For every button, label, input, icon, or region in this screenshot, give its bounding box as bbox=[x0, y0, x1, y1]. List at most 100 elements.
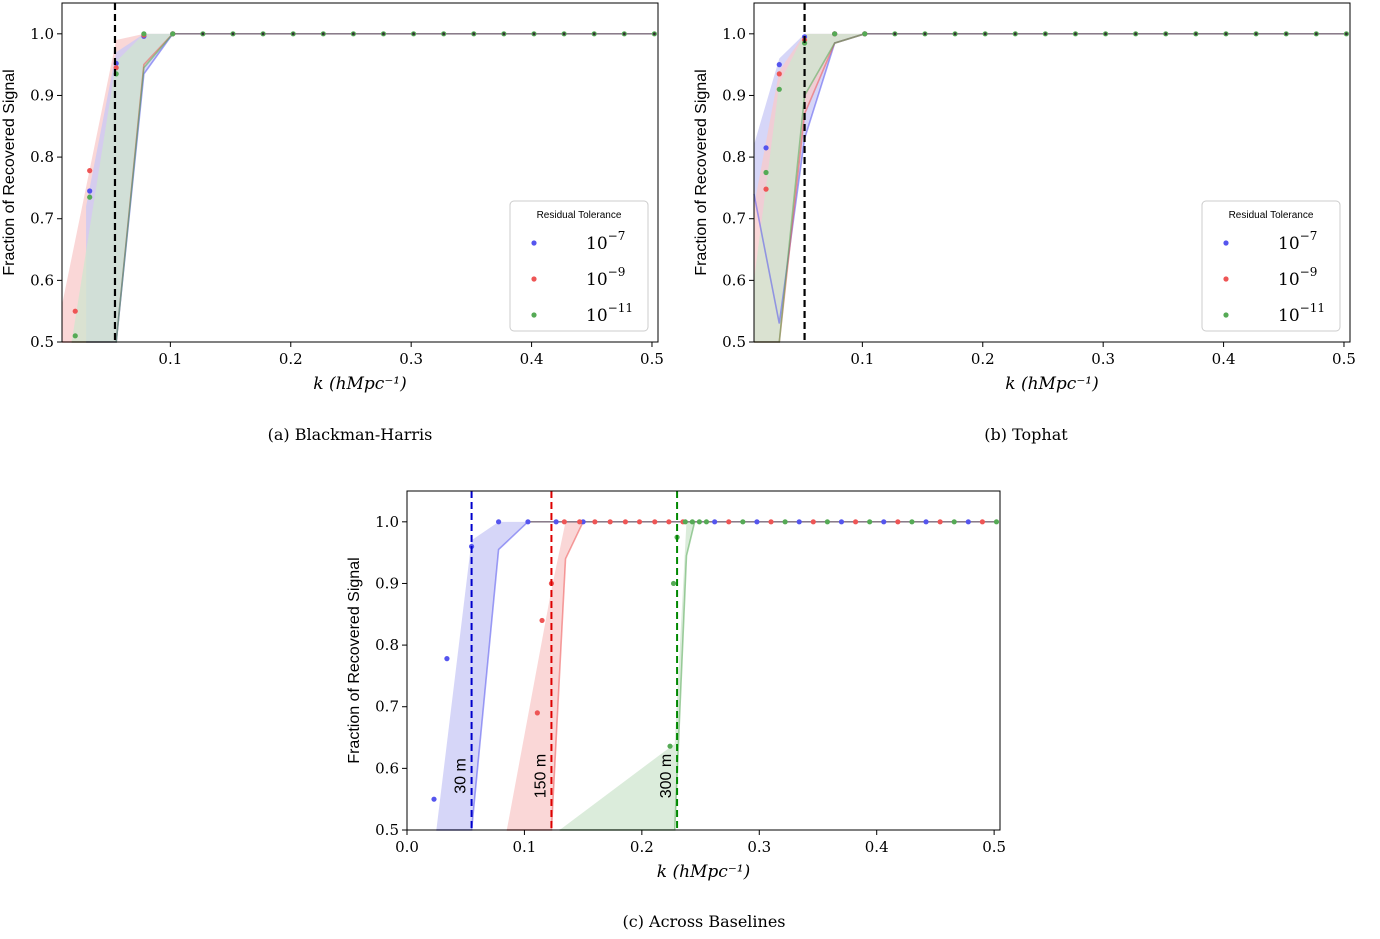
baseline-label: 30 m bbox=[453, 758, 470, 794]
data-point-green bbox=[682, 519, 688, 525]
data-point-blue bbox=[553, 519, 559, 525]
legend-box bbox=[1201, 200, 1341, 332]
data-point-green bbox=[824, 519, 830, 525]
panel-c-x-ticks: 0.0 0.1 0.2 0.3 0.4 0.5 bbox=[395, 830, 1006, 856]
panel-c-across-baselines: 30 m 150 m 300 m 0.0 0.1 0.2 0.3 0.4 0.5 0.5 0.6… bbox=[346, 490, 1006, 931]
y-tick-label: 0.5 bbox=[30, 333, 54, 351]
legend-marker-blue bbox=[1223, 240, 1229, 246]
panel-b-x-label: k (hMpc⁻¹) bbox=[1005, 374, 1099, 394]
data-point-overlap bbox=[953, 32, 957, 36]
y-tick-label: 1.0 bbox=[30, 25, 54, 43]
data-point-green bbox=[763, 169, 769, 176]
data-point-overlap bbox=[622, 32, 626, 36]
data-point-red bbox=[534, 710, 540, 716]
baseline-label: 300 m bbox=[658, 754, 675, 798]
data-point-blue bbox=[881, 519, 887, 525]
y-tick-label: 0.8 bbox=[722, 148, 746, 166]
data-point-blue bbox=[763, 145, 769, 151]
panel-b-y-label: Fraction of Recovered Signal bbox=[693, 69, 710, 275]
data-point-blue bbox=[712, 519, 718, 525]
data-point-red bbox=[763, 186, 769, 192]
x-tick-label: 0.1 bbox=[850, 350, 874, 368]
legend-title: Residual Tolerance bbox=[537, 210, 622, 221]
data-point-green bbox=[909, 519, 915, 525]
panel-a-caption: (a) Blackman-Harris bbox=[268, 425, 433, 444]
data-point-blue bbox=[444, 656, 450, 662]
panel-c-y-label: Fraction of Recovered Signal bbox=[346, 557, 363, 763]
panel-b-caption: (b) Tophat bbox=[984, 425, 1068, 444]
data-point-blue bbox=[965, 519, 971, 525]
x-tick-label: 0.5 bbox=[1332, 350, 1356, 368]
data-point-overlap bbox=[502, 32, 506, 36]
panel-b-tophat: 0.1 0.2 0.3 0.4 0.5 0.5 0.6 0.7 0.8 0.9 1.0 k (hM… bbox=[693, 2, 1356, 444]
x-tick-label: 0.3 bbox=[1091, 350, 1115, 368]
data-point-green bbox=[141, 31, 147, 37]
data-point-green bbox=[170, 31, 176, 37]
panel-a-x-ticks: 0.1 0.2 0.3 0.4 0.5 bbox=[158, 342, 664, 368]
band-green bbox=[71, 33, 173, 343]
data-point-overlap bbox=[412, 32, 415, 36]
data-point-blue bbox=[495, 519, 502, 525]
data-point-overlap bbox=[1284, 32, 1288, 36]
x-tick-label: 0.5 bbox=[982, 838, 1006, 856]
data-point-overlap bbox=[923, 32, 927, 36]
data-point-overlap bbox=[983, 32, 987, 36]
legend-box bbox=[509, 200, 649, 332]
data-point-overlap bbox=[351, 32, 355, 36]
y-tick-label: 0.5 bbox=[375, 821, 399, 839]
panel-c-points bbox=[431, 519, 1000, 802]
data-point-red bbox=[937, 519, 943, 525]
y-tick-label: 0.6 bbox=[375, 759, 399, 777]
data-point-green bbox=[782, 519, 788, 525]
data-point-overlap bbox=[562, 32, 566, 36]
data-point-red bbox=[726, 519, 732, 525]
x-tick-label: 0.5 bbox=[640, 350, 664, 368]
data-point-green bbox=[87, 194, 93, 200]
data-point-blue bbox=[796, 519, 802, 525]
panel-a-points bbox=[72, 31, 657, 339]
y-tick-label: 0.6 bbox=[30, 271, 54, 289]
x-tick-label: 0.1 bbox=[158, 350, 182, 368]
panel-c-x-label: k (hMpc⁻¹) bbox=[657, 862, 751, 882]
data-point-overlap bbox=[1344, 32, 1348, 36]
data-point-red bbox=[768, 519, 774, 525]
data-point-red bbox=[852, 519, 859, 525]
data-point-red bbox=[592, 519, 598, 525]
data-point-red bbox=[561, 519, 567, 525]
data-point-overlap bbox=[472, 32, 476, 36]
panel-b-points bbox=[763, 31, 1349, 192]
band-blue bbox=[436, 521, 528, 830]
data-point-green bbox=[72, 333, 78, 339]
data-point-green bbox=[993, 519, 1000, 525]
panel-b-frame bbox=[753, 2, 1351, 343]
x-tick-label: 0.0 bbox=[395, 838, 419, 856]
data-point-green bbox=[832, 31, 838, 37]
data-point-blue bbox=[754, 519, 760, 525]
data-point-blue bbox=[923, 519, 929, 525]
panel-c-cutoffs: 30 m 150 m 300 m bbox=[453, 491, 679, 830]
panel-a-bands bbox=[62, 33, 173, 343]
data-point-green bbox=[862, 31, 868, 37]
data-point-overlap bbox=[592, 32, 596, 36]
data-point-overlap bbox=[1043, 32, 1047, 36]
data-point-overlap bbox=[231, 32, 235, 36]
data-point-overlap bbox=[1254, 32, 1258, 36]
data-point-blue bbox=[838, 519, 845, 525]
data-point-red bbox=[577, 519, 583, 525]
x-tick-label: 0.3 bbox=[747, 838, 771, 856]
data-point-red bbox=[666, 519, 672, 525]
data-point-blue bbox=[525, 519, 531, 525]
y-tick-label: 0.7 bbox=[722, 210, 746, 228]
panel-c-bands bbox=[436, 521, 695, 830]
data-point-overlap bbox=[1194, 32, 1198, 36]
data-point-overlap bbox=[261, 32, 265, 36]
panel-b-x-ticks: 0.1 0.2 0.3 0.4 0.5 bbox=[850, 342, 1356, 368]
y-tick-label: 0.5 bbox=[722, 333, 746, 351]
data-point-red bbox=[72, 308, 78, 314]
data-point-green bbox=[801, 40, 808, 46]
legend-entry: 10−7 bbox=[586, 229, 625, 254]
data-point-green bbox=[951, 519, 957, 525]
